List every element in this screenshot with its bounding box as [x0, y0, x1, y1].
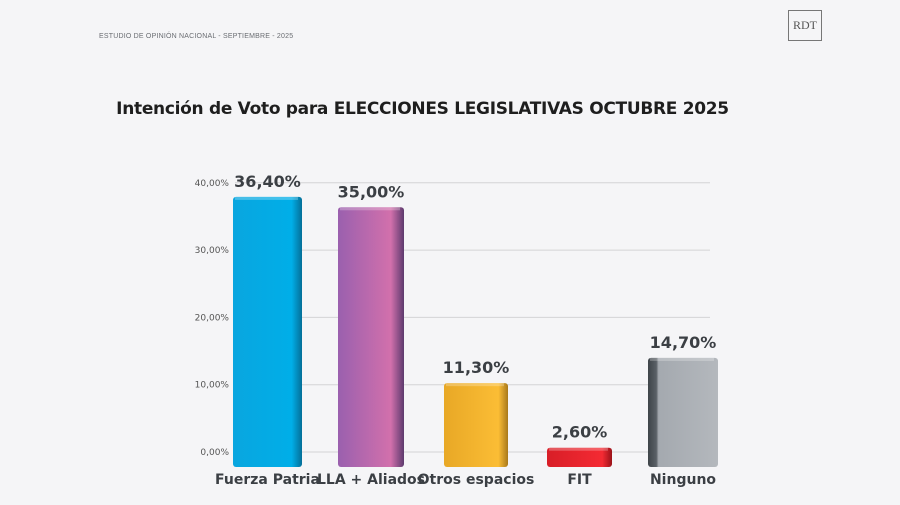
y-tick-label: 40,00%: [195, 179, 230, 189]
data-label: 2,60%: [552, 423, 608, 442]
bar-otros-espacios: [444, 383, 508, 467]
category-label: Ninguno: [650, 472, 716, 488]
rdt-logo: RDT: [788, 10, 822, 41]
bar-top-highlight: [340, 207, 400, 211]
bar-top-highlight: [235, 196, 298, 200]
category-label: LLA + Aliados: [317, 472, 425, 488]
bar-top-highlight: [446, 383, 504, 387]
y-tick-label: 20,00%: [195, 313, 230, 323]
bar-top-highlight: [650, 357, 714, 361]
bar-fit: [547, 447, 612, 467]
category-label: Fuerza Patria: [215, 472, 320, 488]
data-label: 35,00%: [338, 182, 405, 201]
y-tick-label: 0,00%: [200, 448, 229, 458]
y-tick-label: 10,00%: [195, 381, 230, 391]
bar-ninguno: [648, 357, 718, 467]
data-label: 36,40%: [234, 172, 301, 191]
bar-fuerza-patria: [233, 196, 302, 468]
data-label: 11,30%: [443, 358, 510, 377]
y-tick-label: 30,00%: [195, 246, 230, 256]
study-subtitle: ESTUDIO DE OPINIÓN NACIONAL - SEPTIEMBRE…: [99, 33, 294, 40]
bar-top-highlight: [549, 447, 608, 451]
category-label: FIT: [567, 472, 592, 488]
category-label: Otros espacios: [418, 472, 535, 488]
bar-lla-aliados: [338, 207, 404, 468]
chart-title: Intención de Voto para ELECCIONES LEGISL…: [116, 99, 729, 119]
data-label: 14,70%: [650, 333, 717, 352]
